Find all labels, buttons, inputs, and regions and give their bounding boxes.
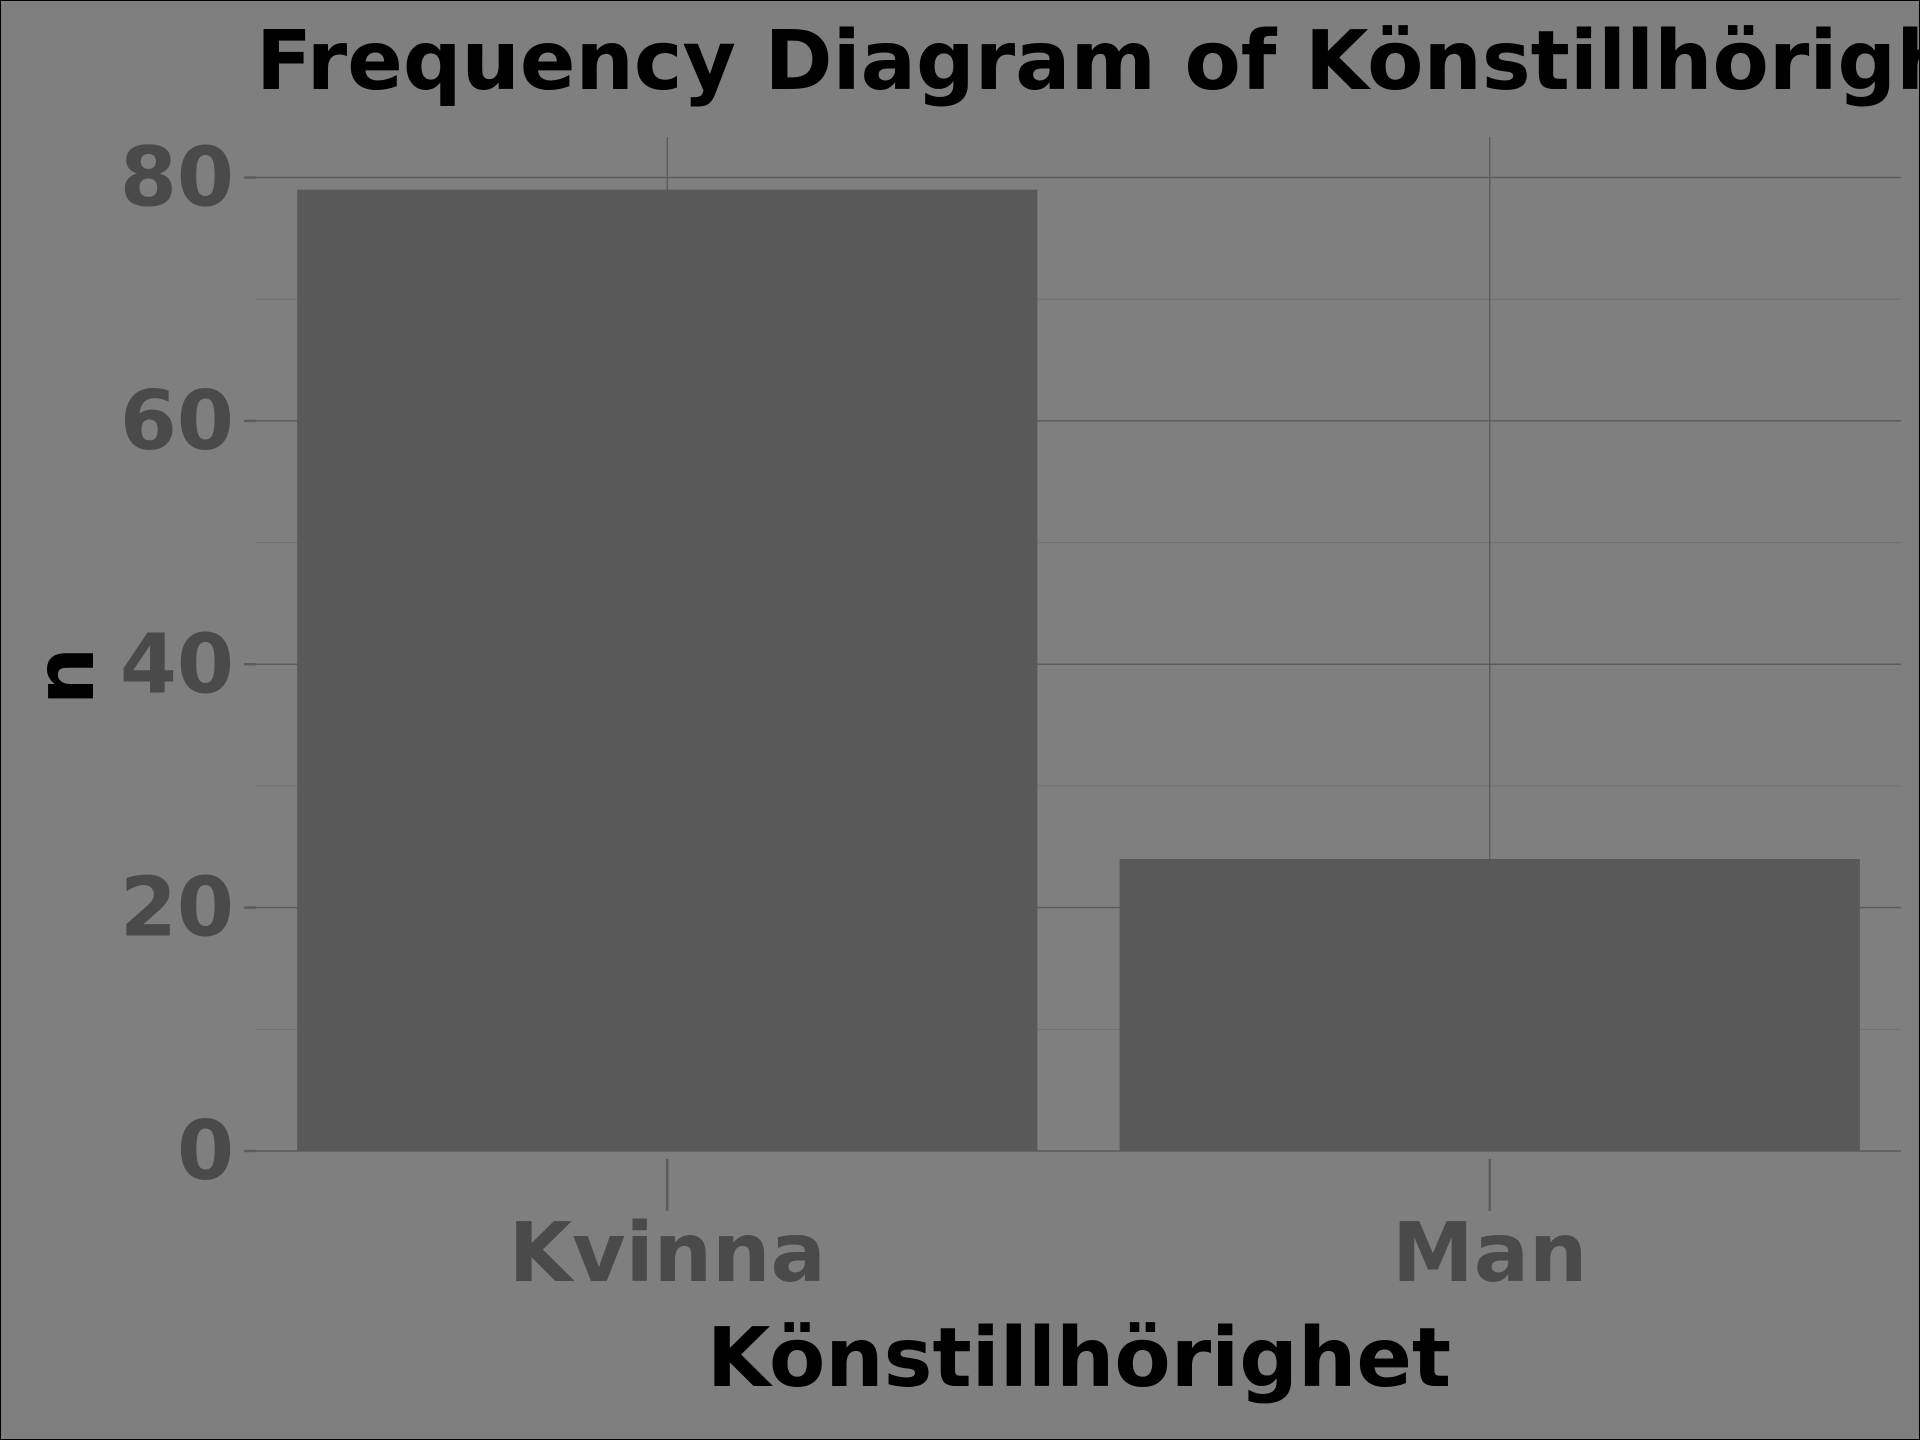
bars [297, 189, 1860, 1152]
y-tick-label: 60 [120, 374, 234, 469]
axis-ticks: 0 20 40 60 80 Kvinna Man [120, 131, 1588, 1301]
bar-man [1119, 858, 1860, 1151]
bar-kvinna [297, 189, 1038, 1152]
y-tick-label: 80 [120, 131, 234, 226]
y-tick-label: 20 [120, 861, 234, 956]
y-tick-label: 0 [177, 1104, 234, 1199]
x-tick-label: Kvinna [509, 1206, 826, 1301]
y-tick-label: 40 [120, 617, 234, 712]
x-axis-label: Könstillhörighet [707, 1311, 1451, 1406]
y-axis-label: n [18, 647, 113, 705]
x-tick-label: Man [1392, 1206, 1587, 1301]
chart-title: Frequency Diagram of Könstillhörighet [256, 14, 1919, 109]
